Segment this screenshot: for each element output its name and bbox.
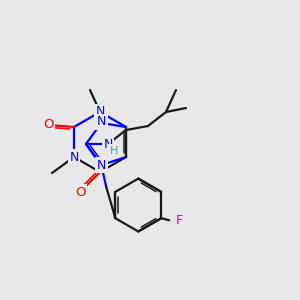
Text: F: F [176, 214, 183, 227]
Text: N: N [97, 158, 106, 172]
Text: O: O [43, 118, 53, 131]
Text: H: H [110, 146, 118, 156]
Text: O: O [75, 185, 85, 199]
Text: N: N [95, 106, 105, 118]
Text: N: N [103, 137, 113, 151]
Text: N: N [69, 151, 79, 164]
Text: N: N [97, 116, 106, 128]
